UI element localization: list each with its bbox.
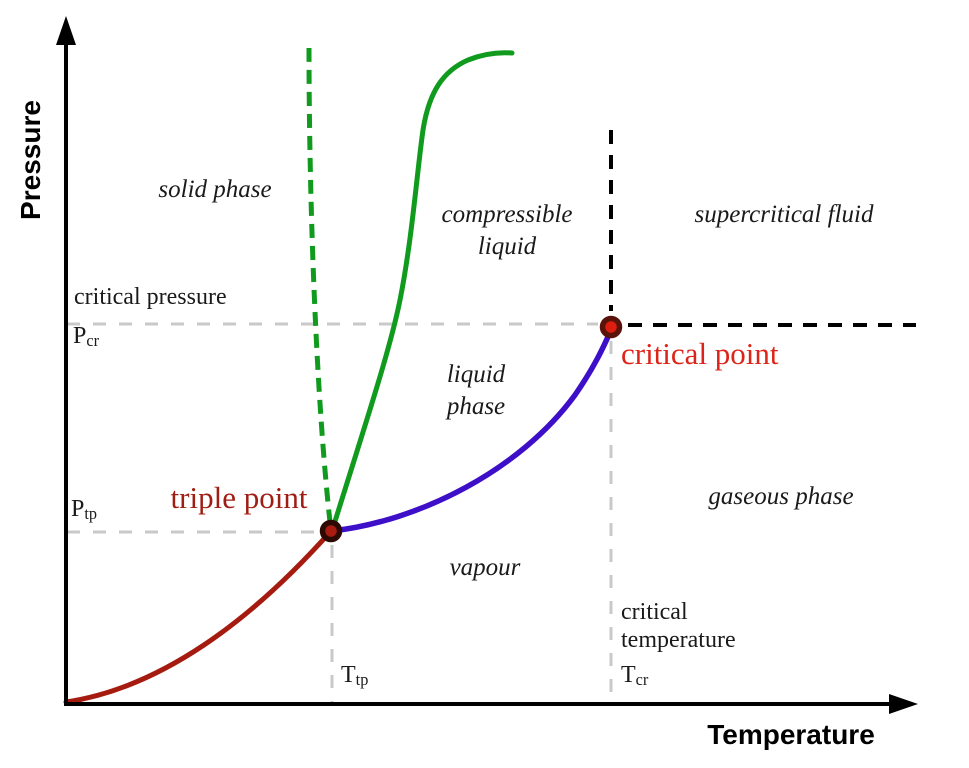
region-label-vapour: vapour — [449, 554, 521, 581]
critical-temperature-symbol: Tcr — [621, 661, 648, 689]
sublimation-curve — [63, 528, 334, 705]
critical-point-label: critical point — [621, 336, 779, 371]
critical-pressure-symbol-letter: P — [73, 323, 87, 349]
region-label-gaseous-phase: gaseous phase — [708, 483, 854, 510]
critical-temperature-label: critical temperature — [621, 599, 736, 654]
y-axis-label: Pressure — [15, 100, 46, 220]
triple-point-pressure-symbol: Ptp — [71, 495, 97, 523]
critical-pressure-label: critical pressure — [74, 284, 227, 310]
triple-point-pressure-symbol-letter: P — [71, 496, 85, 522]
triple-point-label: triple point — [170, 480, 308, 516]
region-label-compressible-liquid: compressible liquid — [441, 201, 573, 260]
critical-pressure-symbol-subscript: cr — [86, 330, 100, 350]
critical-pressure-symbol: Pcr — [73, 322, 99, 350]
critical-temperature-symbol-letter: T — [621, 662, 636, 688]
vaporization-curve — [329, 327, 614, 534]
region-label-supercritical-fluid: supercritical fluid — [694, 201, 874, 228]
triple-point-pressure-symbol-subscript: tp — [84, 503, 98, 523]
fusion-curve-anomalous-dashed — [306, 47, 334, 532]
x-axis-arrowhead-icon — [889, 694, 918, 714]
region-label-solid-phase: solid phase — [158, 176, 272, 203]
x-axis-label: Temperature — [707, 719, 875, 750]
triple-point-marker — [319, 519, 343, 543]
triple-point-temperature-symbol-subscript: tp — [355, 669, 369, 689]
region-label-liquid-phase: liquid phase — [446, 361, 506, 420]
triple-point-temperature-symbol: Ttp — [341, 661, 368, 689]
y-axis-arrowhead-icon — [56, 16, 76, 45]
fusion-curve — [329, 50, 515, 534]
critical-temperature-symbol-subscript: cr — [635, 669, 649, 689]
critical-point-marker — [599, 315, 623, 339]
triple-point-temperature-symbol-letter: T — [341, 662, 356, 688]
